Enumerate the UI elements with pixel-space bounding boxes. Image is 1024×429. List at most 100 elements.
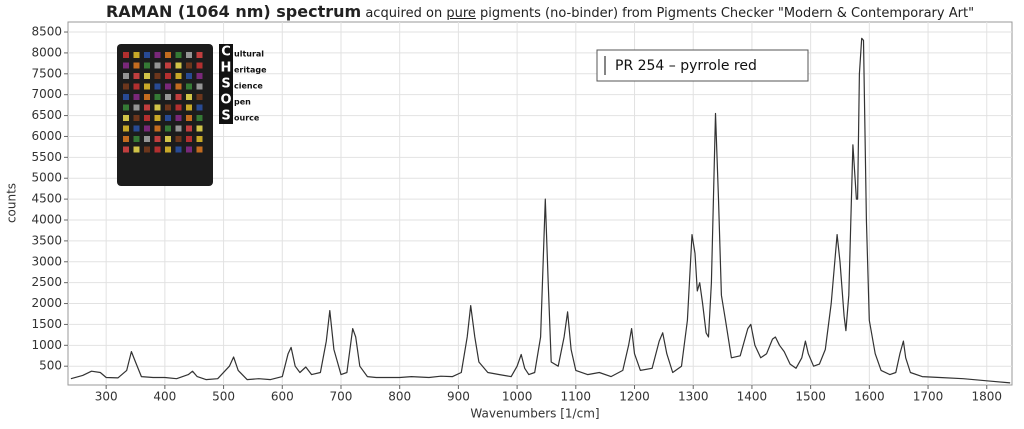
logo-swatch <box>144 125 150 132</box>
logo-swatch <box>123 83 129 90</box>
legend-box <box>596 49 809 82</box>
x-tick-label: 1600 <box>854 390 885 404</box>
logo-swatch <box>196 125 203 132</box>
logo-swatch <box>144 115 150 121</box>
logo-swatch <box>196 94 203 100</box>
logo-swatch <box>133 125 140 132</box>
logo-swatch <box>133 146 140 153</box>
logo-swatch <box>144 83 150 90</box>
logo-swatch <box>133 94 140 100</box>
logo-swatch <box>196 62 203 69</box>
y-tick-label: 1500 <box>31 317 62 331</box>
x-tick-label: 1400 <box>737 390 768 404</box>
logo-swatch <box>186 136 192 142</box>
logo-swatch <box>196 115 203 121</box>
y-tick-label: 500 <box>39 359 62 373</box>
logo-swatch <box>154 83 161 90</box>
logo-swatch <box>165 83 171 90</box>
logo-swatch <box>144 62 150 69</box>
logo-swatch <box>175 125 182 132</box>
logo-swatch <box>175 52 182 58</box>
y-tick-label: 4500 <box>31 192 62 206</box>
logo-swatch <box>175 73 182 79</box>
logo-swatch <box>133 73 140 79</box>
logo-swatch <box>144 52 150 58</box>
logo-swatch <box>175 83 182 90</box>
logo-word: ultural <box>234 50 264 59</box>
logo-letter-bar <box>219 44 233 124</box>
x-tick-label: 1100 <box>561 390 592 404</box>
logo-swatch <box>154 52 161 58</box>
logo-swatch <box>123 125 129 132</box>
logo-swatch <box>154 146 161 153</box>
logo-swatch <box>133 136 140 142</box>
title-bold: RAMAN (1064 nm) spectrum <box>105 2 362 21</box>
x-tick-label: 600 <box>271 390 294 404</box>
logo-swatch <box>186 125 192 132</box>
x-axis-label: Wavenumbers [1/cm] <box>470 407 599 421</box>
logo-swatch <box>123 94 129 100</box>
y-tick-label: 5000 <box>31 171 62 185</box>
logo-swatch <box>165 94 171 100</box>
logo-word: eritage <box>234 66 267 75</box>
title-text: pigments (no-binder) from Pigments Check… <box>480 6 975 21</box>
logo-swatch <box>175 94 182 100</box>
logo-swatch <box>186 52 192 58</box>
logo-swatch <box>165 136 171 142</box>
logo-swatch <box>144 146 150 153</box>
logo-swatch <box>123 146 129 153</box>
logo-swatch <box>196 146 203 153</box>
y-axis-label: counts <box>5 183 19 223</box>
logo-swatch <box>165 62 171 69</box>
logo-swatch <box>186 73 192 79</box>
logo-swatch <box>133 62 140 69</box>
logo-swatch <box>186 104 192 111</box>
logo-swatch <box>186 94 192 100</box>
logo-word: pen <box>234 98 251 107</box>
logo-swatch <box>154 73 161 79</box>
logo-swatch <box>196 83 203 90</box>
logo-swatch <box>196 136 203 142</box>
title-text: acquired on <box>365 6 443 21</box>
logo-swatch <box>123 52 129 58</box>
x-tick-label: 900 <box>447 390 470 404</box>
y-tick-label: 1000 <box>31 338 62 352</box>
logo-letter: S <box>221 77 230 92</box>
logo-swatch <box>123 62 129 69</box>
logo-swatch <box>133 52 140 58</box>
logo-word: cience <box>234 82 263 91</box>
logo-swatch <box>144 94 150 100</box>
y-tick-label: 3000 <box>31 254 62 268</box>
logo-swatch <box>133 104 140 111</box>
logo-swatch <box>144 104 150 111</box>
x-tick-label: 1200 <box>619 390 650 404</box>
y-tick-label: 3500 <box>31 233 62 247</box>
chart-title: RAMAN (1064 nm) spectrum acquired on pur… <box>60 2 1020 21</box>
logo-swatch <box>175 146 182 153</box>
logo-swatch <box>186 83 192 90</box>
x-tick-label: 1300 <box>678 390 709 404</box>
y-tick-label: 6000 <box>31 129 62 143</box>
logo-swatch <box>165 73 171 79</box>
y-tick-label: 2000 <box>31 296 62 310</box>
logo-swatch <box>123 73 129 79</box>
logo-swatch <box>154 104 161 111</box>
logo-swatch <box>165 52 171 58</box>
y-tick-label: 2500 <box>31 275 62 289</box>
y-tick-label: 8500 <box>31 25 62 39</box>
logo-letter: H <box>221 61 232 76</box>
logo-letter: C <box>221 45 231 60</box>
logo-swatch <box>154 62 161 69</box>
x-tick-label: 1700 <box>913 390 944 404</box>
y-tick-label: 5500 <box>31 150 62 164</box>
x-tick-label: 500 <box>212 390 235 404</box>
logo-swatch <box>154 94 161 100</box>
legend-label: PR 254 – pyrrole red <box>615 58 757 74</box>
logo-swatch <box>175 136 182 142</box>
x-tick-label: 1500 <box>795 390 826 404</box>
logo-swatch <box>196 104 203 111</box>
x-tick-label: 800 <box>388 390 411 404</box>
logo-swatch <box>175 104 182 111</box>
